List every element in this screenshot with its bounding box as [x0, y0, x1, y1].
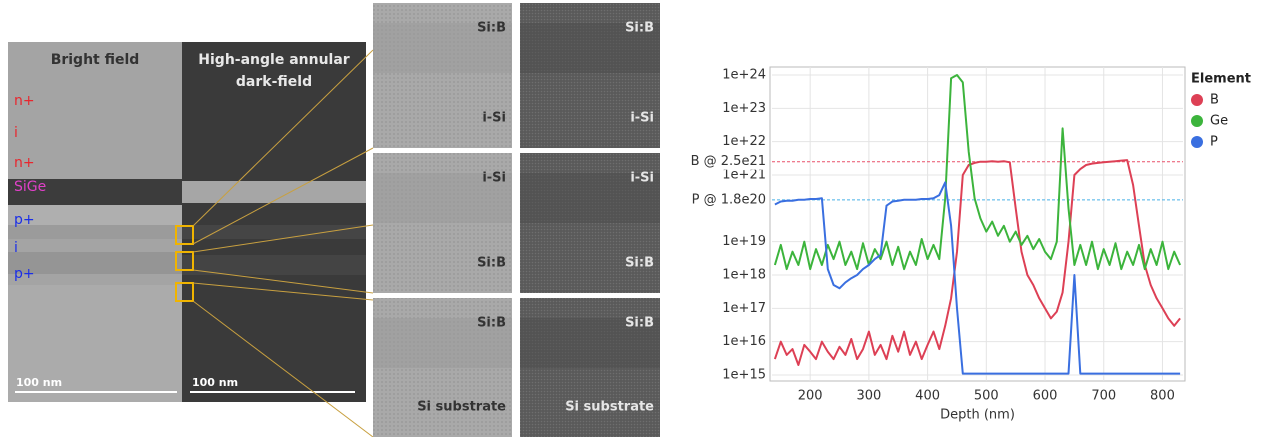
- tile-shade: [520, 318, 660, 368]
- legend-marker: [1191, 136, 1203, 148]
- haadf-label: dark-field: [236, 74, 312, 90]
- tile-shade: [520, 23, 660, 73]
- ref-label-bg: [680, 191, 768, 208]
- y-tick-label: 1e+15: [722, 368, 766, 383]
- layer-label: p+: [14, 266, 35, 282]
- tem-panel: Bright field High-angle annular dark-fie…: [8, 42, 374, 438]
- x-tick-label: 500: [974, 389, 999, 404]
- y-tick-label: 1e+16: [722, 334, 766, 349]
- x-tick-label: 700: [1091, 389, 1116, 404]
- tile-label: Si substrate: [417, 400, 506, 415]
- scale-bar-label: 100 nm: [16, 376, 62, 389]
- layer-label: p+: [14, 212, 35, 228]
- reference-label: B @ 2.5e21: [691, 154, 766, 169]
- tile-label: Si:B: [625, 316, 654, 331]
- layer-label: n+: [14, 93, 35, 109]
- tile-label: Si:B: [477, 256, 506, 271]
- legend-marker: [1191, 115, 1203, 127]
- series-line: [773, 159, 1181, 366]
- y-tick-label: 1e+22: [722, 134, 766, 149]
- reference-label: P @ 1.8e20: [692, 192, 766, 207]
- haadf-label: High-angle annular: [198, 52, 350, 68]
- legend-label: Ge: [1210, 114, 1228, 129]
- tile-label: Si substrate: [565, 400, 654, 415]
- chart: 1e+15 1e+16 1e+17 1e+18 1e+19 1e+21 1e+22 1e+23…: [680, 66, 1251, 423]
- layer-label: SiGe: [14, 179, 46, 195]
- tile-shade: [373, 318, 512, 368]
- tile-label: Si:B: [625, 256, 654, 271]
- y-tick-label: 1e+24: [722, 68, 766, 83]
- y-tick-label: 1e+21: [722, 168, 766, 183]
- plot-frame: [769, 66, 1186, 382]
- y-tick-label: 1e+23: [722, 101, 766, 116]
- series-line: [774, 181, 1181, 375]
- legend-label: B: [1210, 93, 1219, 108]
- x-tick-label: 300: [856, 389, 881, 404]
- y-tick-label: 1e+18: [722, 268, 766, 283]
- tile-label: i-Si: [482, 171, 506, 186]
- ref-label-bg: [680, 153, 768, 170]
- x-tick-label: 200: [798, 389, 823, 404]
- y-tick-label: 1e+19: [722, 234, 766, 249]
- tile-label: i-Si: [630, 111, 654, 126]
- x-tick-label: 800: [1150, 389, 1175, 404]
- layer-label: i: [14, 125, 18, 141]
- tile-shade: [520, 173, 660, 223]
- tem-tiles: Si:B i-Si Si:B i-Si i-Si Si:B i-Si Si:B Si:B Si s…: [373, 3, 660, 437]
- tile-label: Si:B: [477, 316, 506, 331]
- tile-label: i-Si: [630, 171, 654, 186]
- x-tick-label: 600: [1033, 389, 1058, 404]
- scale-bar-label: 100 nm: [192, 376, 238, 389]
- tile-shade: [373, 173, 512, 223]
- legend-title: Element: [1191, 72, 1251, 87]
- tile-label: Si:B: [477, 21, 506, 36]
- bright-field-label: Bright field: [51, 52, 140, 68]
- layer-label: i: [14, 240, 18, 256]
- series-line: [773, 74, 1182, 271]
- legend-label: P: [1210, 135, 1218, 150]
- tile-shade: [373, 23, 512, 73]
- layer-label: n+: [14, 155, 35, 171]
- x-axis-label: Depth (nm): [940, 408, 1015, 423]
- tile-label: Si:B: [625, 21, 654, 36]
- tile-label: i-Si: [482, 111, 506, 126]
- y-tick-label: 1e+17: [722, 301, 766, 316]
- legend-marker: [1191, 94, 1203, 106]
- x-tick-label: 400: [915, 389, 940, 404]
